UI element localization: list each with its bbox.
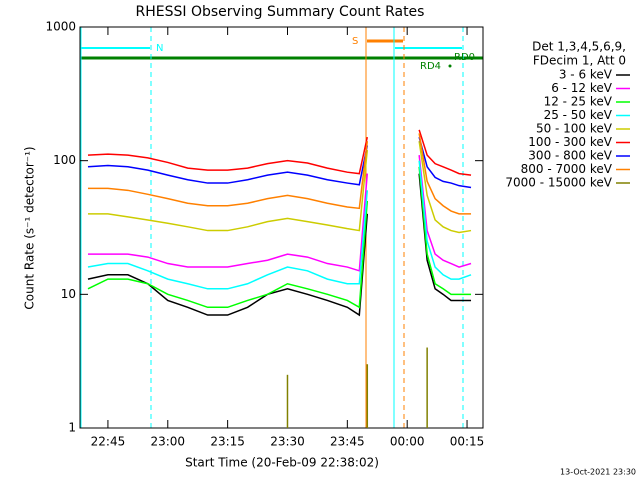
legend-label: 50 - 100 keV <box>536 122 613 136</box>
series-line <box>418 166 472 296</box>
x-tick-label: 23:15 <box>210 435 245 449</box>
annotation: S <box>352 36 358 47</box>
series-line <box>87 213 369 317</box>
legend-label: 800 - 7000 keV <box>521 162 613 176</box>
series-line <box>87 200 369 309</box>
x-tick-label: 00:15 <box>450 435 485 449</box>
series-line <box>418 155 472 268</box>
series-line <box>418 141 472 234</box>
series-line <box>418 129 472 176</box>
x-tick-label: 22:45 <box>91 435 126 449</box>
x-tick-label: 00:00 <box>390 435 425 449</box>
x-tick-label: 23:45 <box>330 435 365 449</box>
flag-dot <box>448 64 452 68</box>
series-line <box>418 136 472 189</box>
flags <box>80 27 483 428</box>
annotation: N <box>156 43 163 54</box>
y-tick-label: 100 <box>53 153 76 167</box>
legend-label: 100 - 300 keV <box>528 135 612 149</box>
series-line <box>87 136 369 175</box>
series-line <box>418 160 472 280</box>
chart-title: RHESSI Observing Summary Count Rates <box>136 4 425 20</box>
series-line <box>418 173 472 302</box>
legend-label: 7000 - 15000 keV <box>505 176 612 190</box>
series-line <box>87 141 369 210</box>
timestamp: 13-Oct-2021 23:30 <box>560 468 636 477</box>
legend-label: 6 - 12 keV <box>551 81 613 95</box>
annotation: RD4 <box>420 61 441 72</box>
y-tick-label: 10 <box>61 287 76 301</box>
series-line <box>87 173 369 272</box>
series-line <box>87 150 369 232</box>
x-axis-label: Start Time (20-Feb-09 22:38:02) <box>185 456 379 470</box>
legend-header: Det 1,3,4,5,6,9, <box>532 40 626 54</box>
y-tick-label: 1 <box>68 421 76 435</box>
legend-label: 300 - 800 keV <box>528 149 612 163</box>
x-tick-label: 23:00 <box>150 435 185 449</box>
plot-frame <box>79 26 484 429</box>
annotation: RD0 <box>454 52 475 63</box>
x-tick-label: 23:30 <box>270 435 305 449</box>
series-line <box>87 145 369 186</box>
legend-label: 3 - 6 keV <box>559 68 613 82</box>
series-line <box>418 133 472 215</box>
y-axis-label: Count Rate (s⁻¹ detector⁻¹) <box>23 146 37 309</box>
series-line <box>87 190 369 290</box>
legend-header: FDecim 1, Att 0 <box>533 54 626 68</box>
legend-label: 12 - 25 keV <box>544 95 613 109</box>
legend-label: 25 - 50 keV <box>544 108 613 122</box>
y-tick-label: 1000 <box>45 20 76 34</box>
